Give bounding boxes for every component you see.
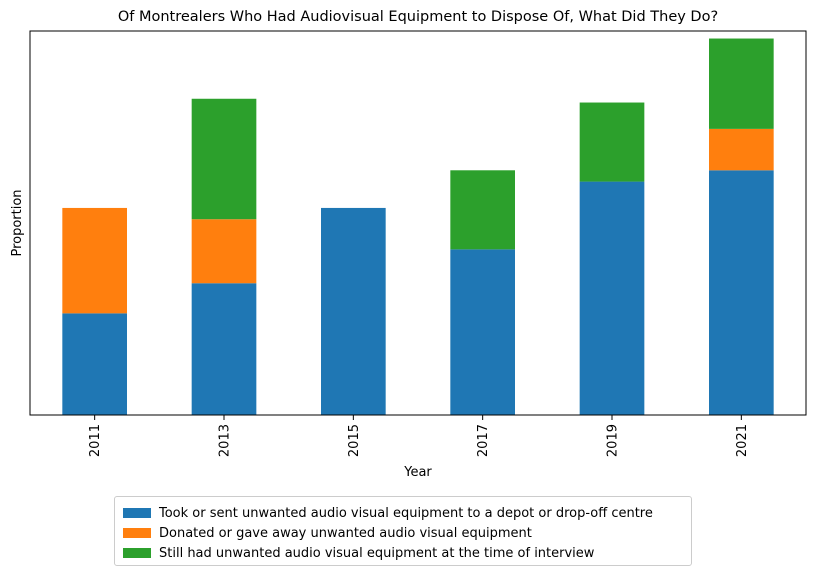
bar-2021-series-1 [709,128,774,171]
x-tick-label: 2017 [476,424,491,457]
chart-title: Of Montrealers Who Had Audiovisual Equip… [118,9,718,25]
bar-2011-series-0 [62,313,127,415]
bar-2017-series-0 [450,249,515,415]
bar-2013-series-1 [191,219,257,284]
legend-item: Still had unwanted audio visual equipmen… [123,543,683,563]
legend-swatch-donated [123,528,151,538]
x-axis-ticks: 2011 2013 2015 2017 2019 2021 [88,415,750,457]
bar-2019-series-0 [579,181,645,415]
bar-2013-series-0 [191,283,257,415]
legend-item: Took or sent unwanted audio visual equip… [123,503,683,523]
bar-2017-series-2 [450,170,515,250]
bar-2011-series-1 [62,207,127,314]
legend-label: Still had unwanted audio visual equipmen… [159,545,595,561]
x-tick-label: 2019 [606,424,621,457]
bar-2019-series-2 [579,102,645,182]
bar-2021-series-0 [709,170,774,415]
x-axis-label: Year [403,465,432,480]
bar-2021-series-2 [709,38,774,129]
x-tick-label: 2011 [88,424,103,457]
legend-swatch-depot [123,508,151,518]
bar-2013-series-2 [191,98,257,220]
legend-item: Donated or gave away unwanted audio visu… [123,523,683,543]
y-axis-label: Proportion [10,189,25,256]
legend: Took or sent unwanted audio visual equip… [114,496,692,566]
bar-2015-series-0 [321,207,386,415]
legend-label: Donated or gave away unwanted audio visu… [159,525,532,541]
x-tick-label: 2021 [735,424,750,457]
x-tick-label: 2015 [347,424,362,457]
legend-label: Took or sent unwanted audio visual equip… [159,505,653,521]
legend-swatch-still-had [123,548,151,558]
plot-frame [29,30,807,416]
bars-group [62,38,774,415]
x-tick-label: 2013 [218,424,233,457]
